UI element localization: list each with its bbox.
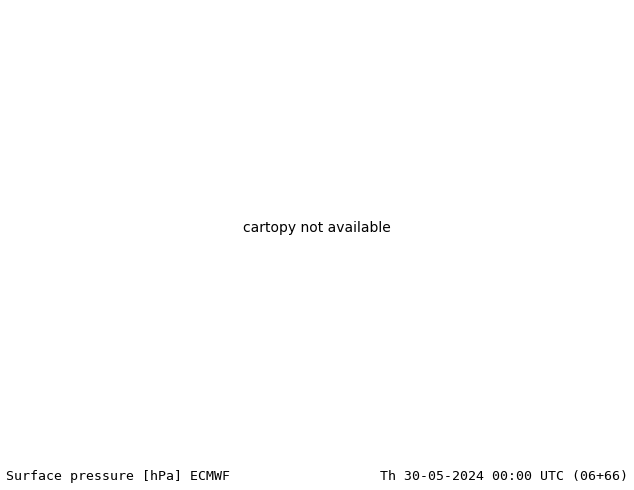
- Text: Th 30-05-2024 00:00 UTC (06+66): Th 30-05-2024 00:00 UTC (06+66): [380, 470, 628, 483]
- Text: Surface pressure [hPa] ECMWF: Surface pressure [hPa] ECMWF: [6, 470, 230, 483]
- Text: cartopy not available: cartopy not available: [243, 220, 391, 235]
